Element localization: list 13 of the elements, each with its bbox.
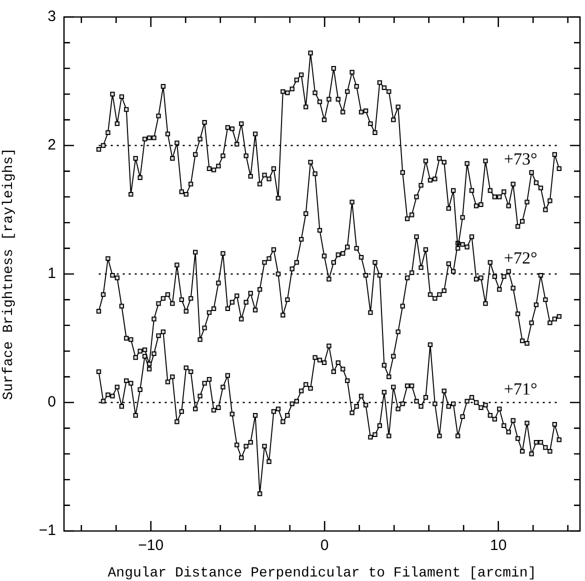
- series-label: +73°: [504, 149, 538, 168]
- y-tick-label: 3: [48, 8, 56, 26]
- y-tick-label: 2: [48, 136, 56, 154]
- y-tick-label: 0: [48, 394, 56, 411]
- legend-label: +72°: [504, 248, 538, 268]
- x-tick-label: −10: [138, 537, 164, 554]
- y-tick-label: 1: [48, 265, 56, 282]
- x-tick-label: 10: [490, 537, 507, 554]
- x-tick-label: 0: [320, 537, 329, 554]
- x-axis-title: Angular Distance Perpendicular to Filament [arcmin]: [108, 565, 536, 581]
- y-tick-label: −1: [38, 522, 56, 540]
- y-axis-title: Surface Brightness [rayleighs]: [1, 148, 18, 400]
- series-label: +71°: [504, 380, 538, 398]
